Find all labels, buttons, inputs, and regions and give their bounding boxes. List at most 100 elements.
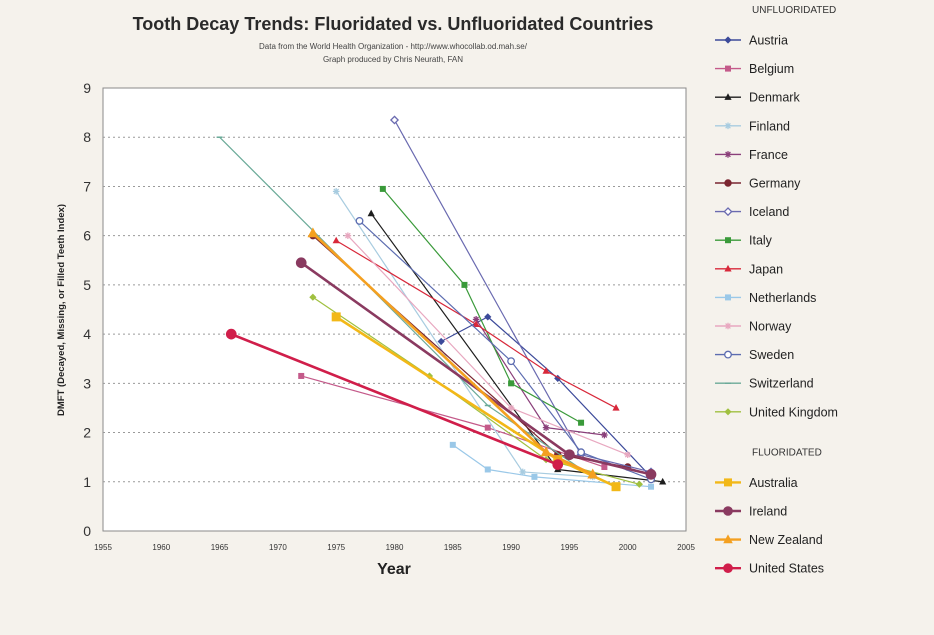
data-point-italy [379, 185, 386, 192]
legend-marker-ireland [723, 506, 733, 516]
x-tick-label: 1980 [386, 543, 404, 552]
legend-item-belgium: Belgium [715, 62, 794, 76]
data-point-belgium [298, 372, 305, 379]
axis-ticks: 0 1 2 3 4 5 6 7 8 9 1955 1960 1965 1970 1975 1980 1985 19… [83, 80, 695, 552]
series-line-united-states [230, 332, 559, 466]
data-point-belgium [601, 464, 608, 471]
chart-subtitle-source: Data from the World Health Organization … [259, 42, 528, 51]
legend-group-title: FLUORIDATED [752, 447, 822, 458]
y-axis-title: DMFT (Decayed, Missing, or Filled Teeth … [56, 204, 67, 416]
data-point-norway [624, 451, 631, 459]
series-japan [332, 236, 620, 411]
x-axis-title: Year [377, 561, 411, 578]
series-line-netherlands [452, 444, 652, 488]
legend-item-ireland: Ireland [715, 505, 787, 519]
legend-item-germany: Germany [715, 177, 801, 191]
x-tick-label: 1965 [211, 543, 229, 552]
data-point-finland [332, 188, 340, 195]
data-point-norway [507, 404, 515, 412]
data-point-japan [612, 404, 620, 411]
y-tick-label: 4 [83, 326, 91, 342]
data-point-japan [332, 236, 340, 244]
x-tick-label: 2005 [677, 543, 695, 552]
legend-item-italy: Italy [715, 234, 773, 248]
data-point-netherlands [648, 483, 655, 490]
y-tick-label: 7 [83, 178, 91, 194]
legend-label-united-states: United States [749, 562, 824, 576]
legend-marker-australia [724, 478, 732, 487]
data-point-japan [542, 367, 550, 374]
data-point-australia [331, 312, 341, 322]
data-point-france [601, 431, 608, 439]
legend-item-iceland: Iceland [715, 205, 789, 219]
data-point-denmark [367, 209, 375, 217]
data-point-sweden [507, 357, 516, 366]
series-lines [216, 115, 667, 492]
series-norway [344, 232, 631, 459]
data-point-united-states [225, 328, 237, 340]
x-tick-label: 2000 [619, 543, 637, 552]
legend-marker-sweden [724, 350, 732, 359]
data-point-france [472, 316, 480, 323]
legend-marker-netherlands [725, 294, 731, 301]
legend-marker-japan [724, 264, 732, 272]
legend: UNFLUORIDATED Austria Belgium Denmark Finlan… [715, 5, 838, 576]
legend-item-new-zealand: New Zealand [715, 533, 823, 547]
legend-item-united-kingdom: United Kingdom [715, 405, 838, 419]
legend-marker-austria [724, 36, 732, 44]
data-point-sweden [577, 448, 586, 457]
data-point-ireland [645, 469, 657, 480]
y-tick-label: 2 [83, 425, 91, 441]
series-line-austria [440, 316, 652, 478]
data-point-italy [578, 419, 585, 426]
data-point-ireland [295, 257, 307, 269]
data-point-united-states [552, 459, 564, 470]
legend-label-united-kingdom: United Kingdom [749, 405, 838, 419]
x-tick-label: 1995 [561, 543, 579, 552]
y-tick-label: 8 [83, 129, 91, 145]
legend-item-finland: Finland [715, 119, 790, 133]
legend-label-ireland: Ireland [749, 505, 787, 519]
legend-item-japan: Japan [715, 262, 783, 276]
series-ireland [295, 257, 657, 480]
legend-label-denmark: Denmark [749, 91, 800, 105]
legend-label-japan: Japan [749, 262, 783, 276]
data-point-united-kingdom [635, 480, 643, 488]
data-point-finland [519, 468, 527, 476]
series-line-japan [335, 240, 617, 409]
legend-marker-iceland [723, 207, 733, 217]
data-point-italy [461, 281, 468, 288]
data-point-netherlands [531, 473, 538, 480]
legend-marker-new-zealand [723, 534, 733, 544]
series-netherlands [449, 441, 655, 490]
legend-label-new-zealand: New Zealand [749, 533, 823, 547]
legend-marker-finland [724, 122, 732, 130]
x-tick-label: 1960 [152, 543, 170, 552]
legend-label-switzerland: Switzerland [749, 377, 814, 391]
legend-item-switzerland: Switzerland [715, 377, 814, 391]
y-tick-label: 1 [83, 474, 91, 490]
legend-label-austria: Austria [749, 34, 788, 48]
series-france [472, 316, 608, 439]
chart-title: Tooth Decay Trends: Fluoridated vs. Unfl… [133, 14, 654, 34]
data-point-austria [554, 374, 562, 383]
legend-item-norway: Norway [715, 320, 792, 334]
data-point-new-zealand [540, 446, 552, 457]
legend-group-title: UNFLUORIDATED [752, 5, 836, 16]
legend-item-denmark: Denmark [715, 91, 800, 105]
legend-label-australia: Australia [749, 476, 798, 490]
legend-marker-italy [725, 237, 731, 244]
data-point-sweden [355, 216, 364, 225]
y-tick-label: 6 [83, 228, 91, 244]
data-point-belgium [484, 424, 491, 431]
legend-item-netherlands: Netherlands [715, 291, 816, 305]
series-italy [379, 185, 585, 426]
legend-marker-germany [724, 179, 732, 187]
data-point-austria [437, 337, 445, 346]
series-new-zealand [307, 227, 599, 479]
legend-label-italy: Italy [749, 234, 773, 248]
x-tick-label: 1990 [502, 543, 520, 552]
legend-item-sweden: Sweden [715, 348, 794, 362]
data-point-australia [611, 482, 621, 492]
